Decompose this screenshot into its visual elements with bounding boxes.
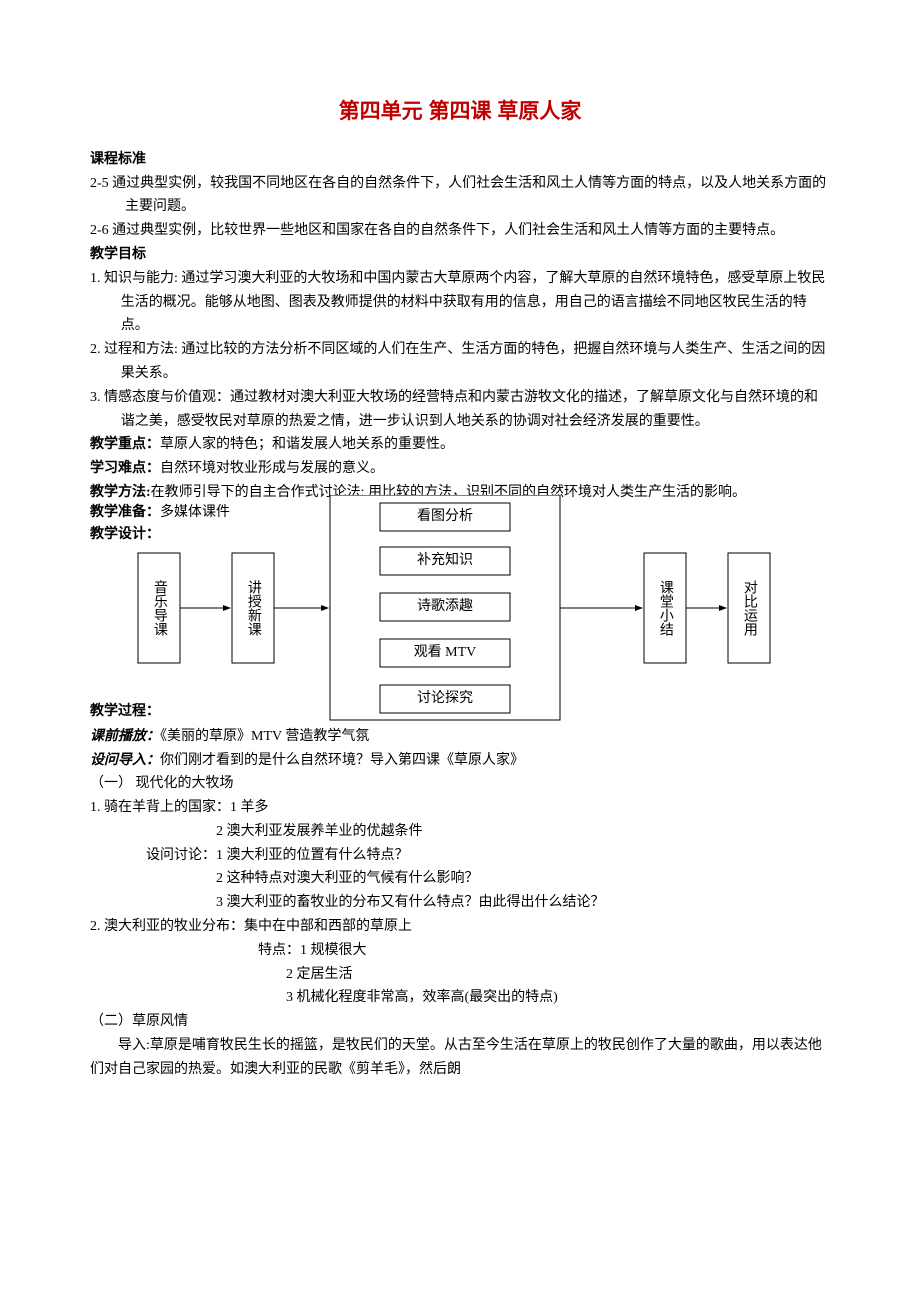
box-summary: 课堂小结 <box>653 580 677 636</box>
goals-label: 教学目标 <box>90 247 146 262</box>
p1-line2: 2 澳大利亚发展养羊业的优越条件 <box>90 820 830 844</box>
page-title: 第四单元 第四课 草原人家 <box>90 94 830 130</box>
difficulty-label: 学习难点： <box>90 461 160 476</box>
p2-feat2: 2 定居生活 <box>90 963 830 987</box>
part2-heading: （二）草原风情 <box>90 1010 830 1034</box>
p1-disc1: 设问讨论：1 澳大利亚的位置有什么特点？ <box>90 844 830 868</box>
goal-1: 1. 知识与能力: 通过学习澳大利亚的大牧场和中国内蒙古大草原两个内容，了解大草… <box>90 267 830 338</box>
p2-feat1: 特点：1 规模很大 <box>90 939 830 963</box>
intro-label: 设问导入： <box>90 753 160 768</box>
p1-disc2: 2 这种特点对澳大利亚的气候有什么影响？ <box>90 867 830 891</box>
preclass-label: 课前播放： <box>90 729 160 744</box>
part1-heading: （一） 现代化的大牧场 <box>90 772 830 796</box>
flowchart-svg: 教学准备：多媒体课件 教学设计： 教学过程： 音乐导课 讲授新课 看图分析 补充… <box>90 495 830 725</box>
difficulty-text: 自然环境对牧业形成与发展的意义。 <box>160 461 384 476</box>
box-m5: 讨论探究 <box>380 685 510 713</box>
standard-2-5: 2-5 通过典型实例，较我国不同地区在各自的自然条件下，人们社会生活和风土人情等… <box>90 172 830 220</box>
box-m3: 诗歌添趣 <box>380 593 510 621</box>
focus-line: 教学重点：草原人家的特色；和谐发展人地关系的重要性。 <box>90 433 830 457</box>
difficulty-line: 学习难点：自然环境对牧业形成与发展的意义。 <box>90 457 830 481</box>
preclass-line: 课前播放：《美丽的草原》MTV 营造教学气氛 <box>90 725 830 749</box>
part2-intro: 导入:草原是哺育牧民生长的摇篮，是牧民们的天堂。从古至今生活在草原上的牧民创作了… <box>90 1034 830 1082</box>
design-diagram: 教学准备：多媒体课件 教学设计： 教学过程： 音乐导课 讲授新课 看图分析 补充… <box>90 495 830 725</box>
standards-heading: 课程标准 <box>90 148 830 172</box>
p2-feat3: 3 机械化程度非常高，效率高(最突出的特点) <box>90 986 830 1010</box>
box-teach: 讲授新课 <box>241 580 265 636</box>
preclass-text: 《美丽的草原》MTV 营造教学气氛 <box>160 729 369 744</box>
box-m4: 观看 MTV <box>380 639 510 667</box>
standards-label: 课程标准 <box>90 152 146 167</box>
process-label: 教学过程： <box>90 700 190 724</box>
box-compare: 对比运用 <box>737 580 761 636</box>
goals-heading: 教学目标 <box>90 243 830 267</box>
goal-2: 2. 过程和方法: 通过比较的方法分析不同区域的人们在生产、生活方面的特色，把握… <box>90 338 830 386</box>
goal-3: 3. 情感态度与价值观：通过教材对澳大利亚大牧场的经营特点和内蒙古游牧文化的描述… <box>90 386 830 434</box>
intro-text: 你们刚才看到的是什么自然环境？导入第四课《草原人家》 <box>160 753 524 768</box>
focus-text: 草原人家的特色；和谐发展人地关系的重要性。 <box>160 437 454 452</box>
p1-disc3: 3 澳大利亚的畜牧业的分布又有什么特点？由此得出什么结论？ <box>90 891 830 915</box>
p1-line1: 1. 骑在羊背上的国家：1 羊多 <box>90 796 830 820</box>
box-m1: 看图分析 <box>380 503 510 531</box>
prep-text: 多媒体课件 <box>160 505 230 520</box>
standard-2-6: 2-6 通过典型实例，比较世界一些地区和国家在各自的自然条件下，人们社会生活和风… <box>90 219 830 243</box>
box-m2: 补充知识 <box>380 547 510 575</box>
intro-line: 设问导入：你们刚才看到的是什么自然环境？导入第四课《草原人家》 <box>90 749 830 773</box>
box-music: 音乐导课 <box>147 580 171 636</box>
design-label: 教学设计： <box>90 523 190 547</box>
focus-label: 教学重点： <box>90 437 160 452</box>
p2-line1: 2. 澳大利亚的牧业分布：集中在中部和西部的草原上 <box>90 915 830 939</box>
prep-label: 教学准备： <box>90 505 160 520</box>
